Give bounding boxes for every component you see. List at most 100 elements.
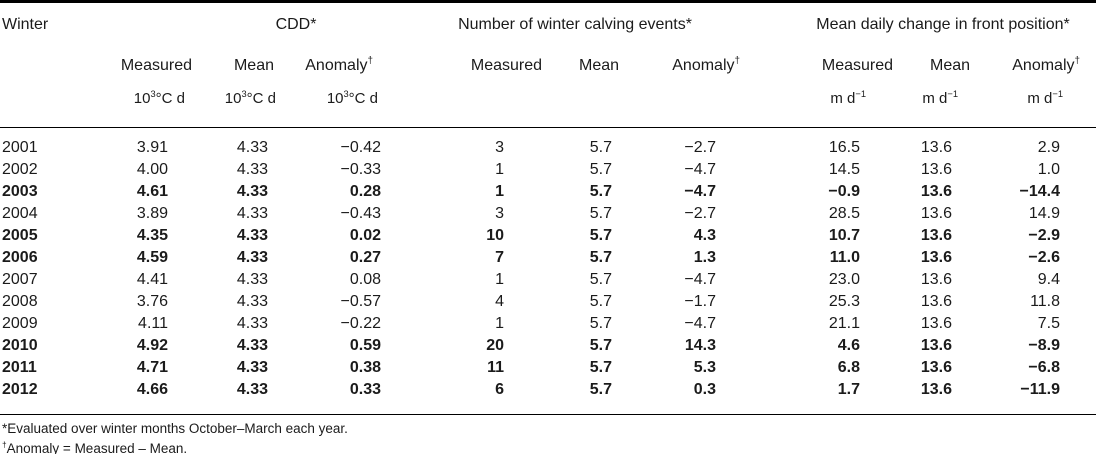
- calving-anomaly-cell: −1.7: [684, 293, 717, 310]
- front-measured-cell: 21.1: [828, 315, 861, 332]
- cdd-anomaly-cell: 0.59: [349, 337, 382, 354]
- cdd-measured-cell: 3.91: [112, 127, 194, 159]
- column-gap: [384, 313, 442, 335]
- calving-mean-cell: 5.7: [546, 127, 623, 159]
- table-row: 2002 4.00 4.33 −0.33 1 5.7 −4.7 14.5 13.…: [0, 159, 1096, 181]
- subheader-front-anomaly: Anomaly†: [1012, 55, 1081, 74]
- cdd-mean-cell: 4.33: [236, 359, 268, 376]
- cdd-anomaly-cell: 0.08: [349, 271, 382, 288]
- table-body: 2001 3.91 4.33 −0.42 3 5.7 −2.7 16.5 13.…: [0, 127, 1096, 415]
- unit-front-anomaly: m d−1: [1027, 89, 1064, 107]
- column-gap: [384, 291, 442, 313]
- year-cell: 2002: [2, 161, 38, 178]
- year-cell: 2004: [2, 205, 38, 222]
- front-anomaly-cell: −6.8: [1028, 359, 1061, 376]
- calving-measured-cell: 1: [495, 161, 505, 178]
- calving-measured-cell: 1: [495, 271, 505, 288]
- table-header: Winter CDD* Number of winter calving eve…: [0, 2, 1096, 128]
- front-measured-cell: 1.7: [742, 379, 897, 415]
- front-mean-cell: 13.6: [920, 227, 953, 244]
- cdd-anomaly-cell: −0.33: [340, 161, 382, 178]
- table-row: 2005 4.35 4.33 0.02 10 5.7 4.3 10.7 13.6…: [0, 225, 1096, 247]
- subheader-front-mean: Mean: [929, 57, 971, 74]
- unit-cdd-measured: 103°C d: [133, 89, 185, 107]
- cdd-measured-cell: 4.66: [112, 379, 194, 415]
- year-cell: 2003: [2, 183, 38, 200]
- subheader-front-measured: Measured: [821, 57, 894, 74]
- subheader-calving-anomaly: Anomaly†: [672, 55, 741, 74]
- footnote-asterisk: *Evaluated over winter months October–Ma…: [2, 421, 348, 436]
- front-anomaly-cell: 14.9: [1028, 205, 1061, 222]
- year-cell: 2008: [2, 293, 38, 310]
- calving-measured-cell: 1: [495, 315, 505, 332]
- calving-anomaly-cell: 4.3: [693, 227, 717, 244]
- cdd-measured-cell: 4.00: [136, 161, 168, 178]
- cdd-anomaly-cell: −0.43: [340, 205, 382, 222]
- front-anomaly-cell: 1.0: [1037, 161, 1061, 178]
- cdd-anomaly-cell: 0.27: [349, 249, 382, 266]
- calving-measured-cell: 4: [495, 293, 505, 310]
- front-measured-cell: 16.5: [742, 127, 897, 159]
- front-anomaly-cell: 9.4: [1037, 271, 1061, 288]
- cdd-mean-cell: 4.33: [236, 337, 268, 354]
- front-mean-cell: 13.6: [920, 359, 953, 376]
- front-mean-cell: 13.6: [920, 205, 953, 222]
- calving-anomaly-cell: −4.7: [684, 183, 717, 200]
- front-anomaly-cell: −2.9: [1028, 227, 1061, 244]
- calving-measured-cell: 20: [486, 337, 505, 354]
- table-row: 2007 4.41 4.33 0.08 1 5.7 −4.7 23.0 13.6…: [0, 269, 1096, 291]
- dagger-marker: †: [367, 55, 374, 67]
- table-row: 2012 4.66 4.33 0.33 6 5.7 0.3 1.7 13.6 −…: [0, 379, 1096, 415]
- front-measured-cell: 10.7: [828, 227, 861, 244]
- group-header-front-position: Mean daily change in front position*: [816, 16, 1070, 33]
- cdd-measured-cell: 4.41: [136, 271, 168, 288]
- calving-anomaly-cell: 1.3: [693, 249, 717, 266]
- cdd-mean-cell: 4.33: [236, 161, 268, 178]
- calving-anomaly-cell: 0.3: [622, 379, 743, 415]
- calving-measured-cell: 7: [495, 249, 505, 266]
- group-header-cdd: CDD*: [275, 16, 317, 33]
- cdd-mean-cell: 4.33: [236, 249, 268, 266]
- footnote-marker: *: [2, 421, 8, 436]
- group-header-calving-events: Number of winter calving events*: [458, 16, 692, 33]
- column-gap: [384, 379, 443, 415]
- calving-mean-cell: 5.7: [546, 379, 623, 415]
- front-mean-cell: 13.6: [920, 249, 953, 266]
- column-gap: [384, 247, 442, 269]
- calving-mean-cell: 5.7: [589, 359, 613, 376]
- cdd-measured-cell: 3.76: [136, 293, 168, 310]
- cdd-measured-cell: 3.89: [136, 205, 168, 222]
- column-header-winter: Winter: [2, 16, 49, 33]
- footnote-marker: †: [2, 439, 7, 450]
- year-cell: 2009: [2, 315, 38, 332]
- cdd-anomaly-cell: −0.57: [340, 293, 382, 310]
- unit-calving-measured-empty: [442, 87, 546, 128]
- front-mean-cell: 13.6: [896, 379, 973, 415]
- subheader-cdd-mean: Mean: [233, 57, 274, 74]
- unit-cdd-mean: 103°C d: [224, 89, 276, 107]
- calving-measured-cell: 10: [486, 227, 505, 244]
- calving-measured-cell: 3: [442, 127, 547, 159]
- table-row: 2009 4.11 4.33 −0.22 1 5.7 −4.7 21.1 13.…: [0, 313, 1096, 335]
- calving-mean-cell: 5.7: [589, 161, 613, 178]
- front-measured-cell: 6.8: [837, 359, 861, 376]
- unit-front-mean: m d−1: [922, 89, 959, 107]
- calving-anomaly-cell: −2.7: [684, 205, 717, 222]
- cdd-measured-cell: 4.11: [138, 315, 168, 332]
- calving-measured-cell: 6: [442, 379, 547, 415]
- dagger-marker: †: [1074, 55, 1081, 67]
- subheader-calving-mean: Mean: [578, 57, 620, 74]
- front-anomaly-cell: −8.9: [1028, 337, 1061, 354]
- front-mean-cell: 13.6: [920, 161, 953, 178]
- dagger-marker: †: [734, 55, 741, 67]
- column-gap: [384, 127, 443, 159]
- cdd-anomaly-cell: 0.28: [349, 183, 382, 200]
- unit-calving-anomaly-empty: [622, 87, 742, 128]
- calving-anomaly-cell: 14.3: [684, 337, 717, 354]
- cdd-mean-cell: 4.33: [236, 271, 268, 288]
- calving-mean-cell: 5.7: [589, 205, 613, 222]
- cdd-measured-cell: 4.92: [136, 337, 168, 354]
- front-measured-cell: 25.3: [828, 293, 861, 310]
- front-measured-cell: 23.0: [828, 271, 861, 288]
- front-mean-cell: 13.6: [920, 337, 953, 354]
